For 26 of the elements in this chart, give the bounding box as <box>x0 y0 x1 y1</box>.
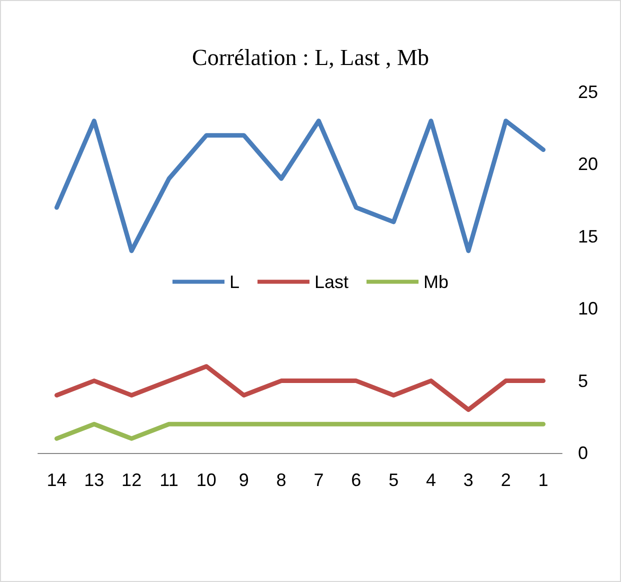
y-tick-label: 15 <box>578 226 598 246</box>
x-tick-label: 2 <box>500 470 511 490</box>
x-tick-label: 4 <box>426 470 436 490</box>
legend-label: Mb <box>424 272 449 292</box>
x-tick-label: 3 <box>463 470 474 490</box>
x-tick-label: 6 <box>351 470 362 490</box>
y-tick-label: 25 <box>578 82 598 102</box>
legend-label: Last <box>314 272 349 292</box>
x-tick-label: 12 <box>122 470 142 490</box>
line-series <box>54 364 546 412</box>
y-tick-label: 20 <box>578 154 598 174</box>
x-tick-label: 9 <box>238 470 249 490</box>
x-tick-label: 7 <box>314 470 324 490</box>
x-tick-label: 10 <box>196 470 216 490</box>
chart-title: Corrélation : L, Last , Mb <box>192 45 429 70</box>
line-series <box>54 118 546 254</box>
y-tick-label: 0 <box>578 443 588 463</box>
x-tick-label: 5 <box>388 470 399 490</box>
y-tick-label: 10 <box>578 298 598 319</box>
legend-label: L <box>229 272 240 292</box>
y-tick-label: 5 <box>578 370 588 391</box>
x-tick-label: 1 <box>538 470 548 490</box>
x-tick-label: 13 <box>84 470 104 490</box>
x-tick-label: 14 <box>46 470 67 490</box>
x-tick-label: 8 <box>276 470 286 490</box>
x-tick-label: 11 <box>160 470 178 490</box>
